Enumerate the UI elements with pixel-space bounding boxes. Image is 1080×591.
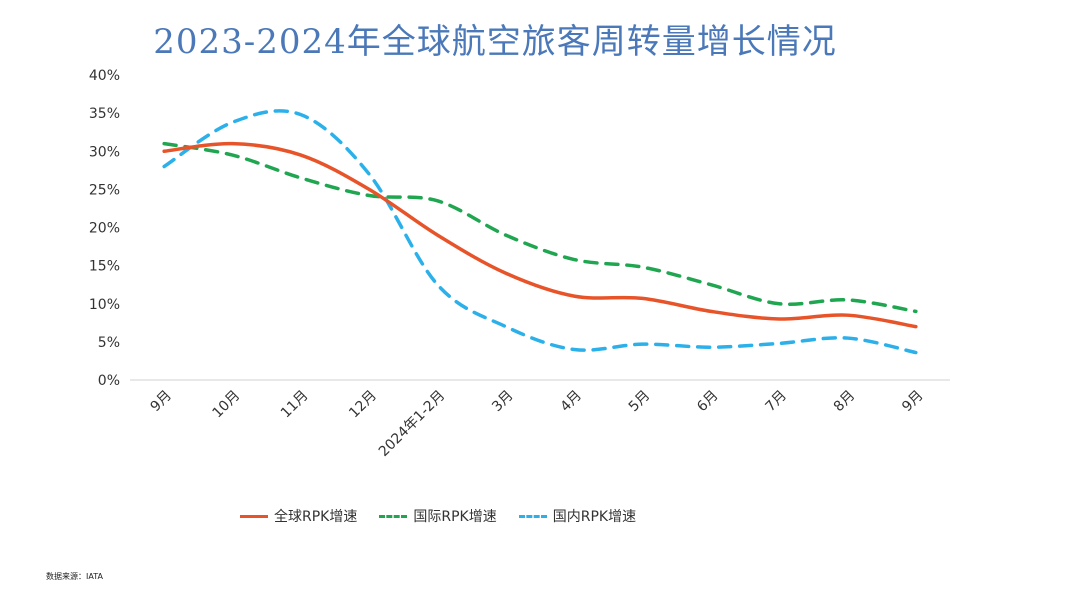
x-tick-label: 3月 — [489, 388, 517, 416]
legend: 全球RPK增速 国际RPK增速 国内RPK增速 — [240, 506, 658, 526]
y-tick-label: 40% — [89, 68, 120, 84]
legend-label-international: 国际RPK增速 — [413, 509, 497, 525]
legend-label-domestic: 国内RPK增速 — [552, 509, 637, 525]
legend-item-domestic: 国内RPK增速 — [518, 506, 637, 526]
legend-swatch-global — [240, 514, 268, 518]
legend-swatch-domestic — [518, 514, 547, 518]
y-tick-label: 30% — [89, 144, 120, 160]
y-tick-label: 10% — [89, 297, 120, 313]
source-note: 数据来源：IATA — [46, 572, 103, 581]
y-tick-label: 35% — [89, 106, 120, 122]
x-tick-label: 7月 — [762, 388, 790, 416]
x-tick-label: 12月 — [346, 388, 380, 422]
x-tick-label: 11月 — [278, 388, 312, 422]
y-tick-label: 5% — [98, 335, 120, 351]
y-axis-ticks: 0% 5% 10% 15% 20% 25% 30% 35% 40% — [89, 68, 120, 389]
x-tick-label: 5月 — [626, 388, 654, 416]
series-line-2 — [162, 109, 918, 355]
x-tick-label: 6月 — [694, 388, 722, 416]
legend-label-global: 全球RPK增速 — [274, 509, 358, 525]
legend-swatch-international — [379, 514, 408, 518]
series-line-1 — [162, 141, 918, 314]
x-tick-label: 2024年1-2月 — [376, 388, 448, 460]
chart-title: 2023-2024年全球航空旅客周转量增长情况 — [153, 22, 837, 62]
legend-item-international: 国际RPK增速 — [379, 506, 497, 526]
y-tick-label: 20% — [89, 221, 120, 237]
x-tick-label: 9月 — [899, 388, 927, 416]
x-tick-label: 10月 — [210, 388, 244, 422]
series-line-0 — [162, 141, 918, 329]
series-lines — [162, 109, 918, 355]
y-tick-label: 15% — [89, 259, 120, 275]
y-tick-label: 25% — [89, 182, 120, 198]
y-tick-label: 0% — [98, 373, 120, 389]
legend-item-global: 全球RPK增速 — [240, 506, 357, 526]
x-tick-label: 8月 — [831, 388, 859, 416]
x-tick-label: 9月 — [147, 388, 175, 416]
x-tick-label: 4月 — [557, 388, 585, 416]
